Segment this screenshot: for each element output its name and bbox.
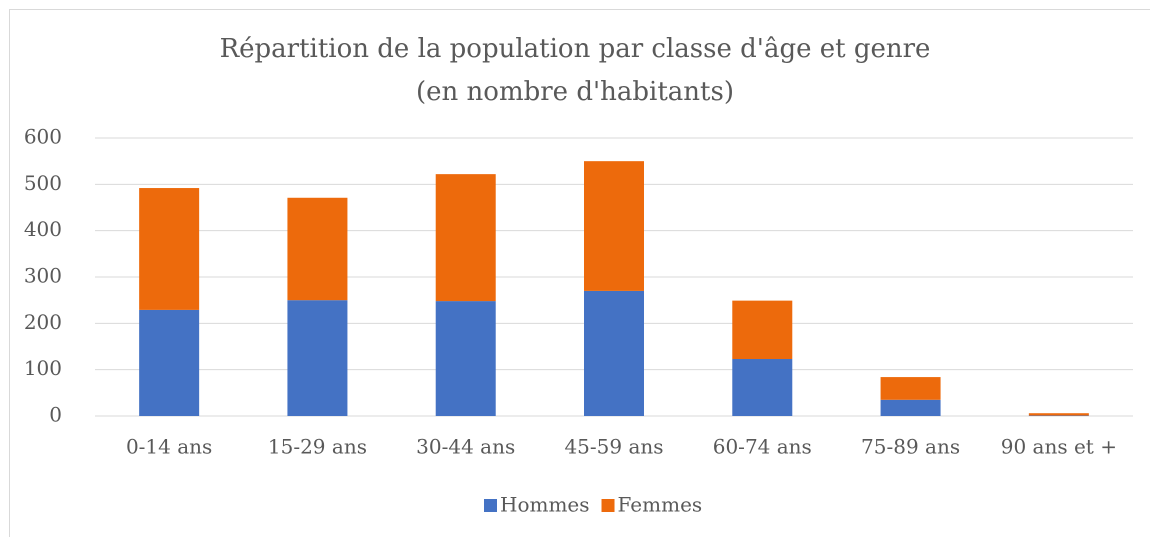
y-tick-label: 300 [24, 264, 62, 288]
x-tick-label: 90 ans et + [1001, 435, 1117, 459]
y-tick-label: 400 [24, 217, 62, 241]
bar-segment [584, 161, 644, 291]
legend-label: Hommes [500, 493, 590, 517]
bar-segment [435, 301, 496, 416]
x-tick-label: 15-29 ans [268, 435, 367, 459]
x-tick-label: 60-74 ans [713, 435, 812, 459]
bar-segment [732, 359, 793, 416]
legend-swatch [601, 499, 615, 512]
bar-segment [732, 300, 793, 360]
legend-swatch [484, 499, 497, 512]
bar-segment [880, 399, 941, 416]
bar-segment [584, 290, 644, 416]
y-tick-label: 600 [24, 125, 62, 149]
y-tick-label: 100 [24, 356, 62, 380]
bar-segment [880, 377, 941, 400]
chart-subtitle: (en nombre d'habitants) [416, 77, 734, 107]
chart-border [9, 9, 1150, 537]
x-tick-label: 0-14 ans [126, 435, 212, 459]
y-tick-label: 0 [49, 403, 62, 427]
legend-label: Femmes [618, 493, 703, 517]
y-tick-label: 200 [24, 310, 62, 334]
chart-title: Répartition de la population par classe … [220, 34, 931, 64]
bar-segment [139, 309, 200, 416]
x-tick-label: 45-59 ans [564, 435, 663, 459]
y-tick-label: 500 [24, 171, 62, 195]
x-tick-label: 30-44 ans [416, 435, 515, 459]
bar-segment [139, 188, 200, 310]
x-tick-label: 75-89 ans [861, 435, 960, 459]
bar-segment [1028, 413, 1089, 416]
bar-segment [287, 197, 348, 301]
bar-segment [287, 300, 348, 416]
bar-segment [435, 174, 496, 302]
